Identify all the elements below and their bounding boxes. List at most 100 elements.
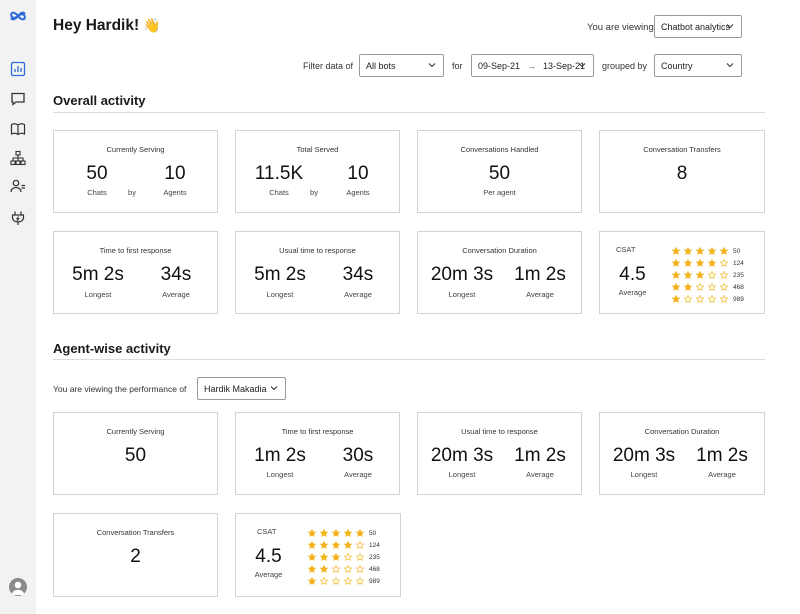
star-filled-icon: [694, 246, 705, 257]
agent-usual-response-card: Usual time to response 20m 3s Longest 1m…: [417, 412, 582, 495]
infinity-logo-icon[interactable]: [8, 6, 28, 26]
analytics-type-select[interactable]: Chatbot analytics: [654, 15, 742, 38]
csat-average-label: Average: [618, 288, 647, 297]
average-value: 1m 2s: [514, 264, 566, 285]
average-value: 1m 2s: [696, 445, 748, 466]
star-filled-icon: [318, 528, 329, 539]
longest-value: 1m 2s: [254, 445, 306, 466]
overall-activity-heading: Overall activity: [53, 93, 146, 108]
average-value: 34s: [342, 264, 374, 285]
star-outline-icon: [718, 270, 729, 281]
section-divider: [53, 112, 765, 113]
conversation-duration-card: Conversation Duration 20m 3s Longest 1m …: [417, 231, 582, 314]
csat-title: CSAT: [616, 245, 636, 254]
star-outline-icon: [342, 552, 353, 563]
csat-value: 4.5: [619, 264, 646, 285]
star-outline-icon: [694, 294, 705, 305]
date-range-picker[interactable]: 09-Sep-21 → 13-Sep-21: [471, 54, 594, 77]
chevron-down-icon: [270, 385, 278, 391]
card-title: Conversation Duration: [644, 427, 720, 436]
agent-activity-heading: Agent-wise activity: [53, 341, 171, 356]
star-filled-icon: [670, 294, 681, 305]
section-divider: [53, 359, 765, 360]
star-filled-icon: [354, 528, 365, 539]
star-outline-icon: [706, 294, 717, 305]
star-filled-icon: [670, 258, 681, 269]
message-icon[interactable]: [8, 89, 28, 109]
csat-count: 50: [369, 529, 377, 537]
group-by-select[interactable]: Country: [654, 54, 742, 77]
bot-select[interactable]: All bots: [359, 54, 444, 77]
conversations-handled-card: Conversations Handled 50 Per agent: [417, 130, 582, 213]
star-filled-icon: [330, 528, 341, 539]
longest-label: Longest: [266, 470, 294, 479]
csat-card: CSAT 4.5 Average 50 124 235 468 989: [599, 231, 765, 314]
chats-value: 50: [86, 163, 108, 184]
star-outline-icon: [354, 552, 365, 563]
star-filled-icon: [306, 540, 317, 551]
chats-value: 11.5K: [254, 163, 304, 184]
card-title: Currently Serving: [106, 145, 165, 154]
card-title: Usual time to response: [279, 246, 356, 255]
star-outline-icon: [718, 258, 729, 269]
average-label: Average: [344, 290, 372, 299]
csat-count: 124: [733, 259, 744, 267]
star-filled-icon: [318, 564, 329, 575]
csat-row: 235: [670, 269, 744, 281]
csat-row: 989: [670, 293, 744, 305]
plug-icon[interactable]: [8, 208, 28, 228]
star-filled-icon: [306, 552, 317, 563]
filter-label: Filter data of: [303, 61, 354, 71]
average-label: Average: [526, 290, 554, 299]
book-icon[interactable]: [8, 119, 28, 139]
agent-viewing-label: You are viewing the performance of: [53, 384, 187, 394]
currently-serving-card: Currently Serving 50 Chats by 10 Agents: [53, 130, 218, 213]
star-filled-icon: [670, 282, 681, 293]
agents-label: Agents: [346, 188, 370, 197]
star-outline-icon: [330, 564, 341, 575]
org-chart-icon[interactable]: [8, 148, 28, 168]
agent-select[interactable]: Hardik Makadia: [197, 377, 286, 400]
user-avatar-icon[interactable]: [9, 578, 27, 596]
csat-row: 235: [306, 551, 380, 563]
star-outline-icon: [342, 576, 353, 587]
star-filled-icon: [306, 528, 317, 539]
usual-response-card: Usual time to response 5m 2s Longest 34s…: [235, 231, 400, 314]
card-title: Conversations Handled: [460, 145, 539, 154]
star-outline-icon: [318, 576, 329, 587]
card-title: Total Served: [296, 145, 339, 154]
longest-label: Longest: [448, 470, 476, 479]
star-outline-icon: [330, 576, 341, 587]
csat-title: CSAT: [257, 527, 277, 536]
card-title: Conversation Duration: [462, 246, 537, 255]
longest-value: 20m 3s: [430, 264, 494, 285]
agents-value: 10: [347, 163, 369, 184]
group-by-value: Country: [661, 60, 693, 71]
longest-value: 5m 2s: [254, 264, 306, 285]
average-value: 1m 2s: [514, 445, 566, 466]
card-title: Currently Serving: [106, 427, 165, 436]
card-title: Time to first response: [99, 246, 172, 255]
star-filled-icon: [670, 270, 681, 281]
card-title: Conversation Transfers: [643, 145, 721, 154]
bar-chart-icon[interactable]: [8, 59, 28, 79]
agent-conversation-transfers-card: Conversation Transfers 2: [53, 513, 218, 597]
star-outline-icon: [682, 294, 693, 305]
chevron-down-icon: [726, 62, 734, 68]
longest-value: 20m 3s: [430, 445, 494, 466]
sidebar: [0, 0, 36, 614]
longest-label: Longest: [84, 290, 112, 299]
user-settings-icon[interactable]: [8, 176, 28, 196]
csat-average-label: Average: [254, 570, 283, 579]
star-filled-icon: [682, 246, 693, 257]
star-filled-icon: [718, 246, 729, 257]
average-label: Average: [708, 470, 736, 479]
agents-label: Agents: [163, 188, 187, 197]
csat-count: 989: [369, 577, 380, 585]
chevron-down-icon: [726, 23, 734, 29]
star-filled-icon: [342, 540, 353, 551]
csat-count: 50: [733, 247, 741, 255]
date-to: 13-Sep-21: [543, 60, 586, 71]
card-title: Conversation Transfers: [96, 528, 175, 537]
conversation-transfers-card: Conversation Transfers 8: [599, 130, 765, 213]
